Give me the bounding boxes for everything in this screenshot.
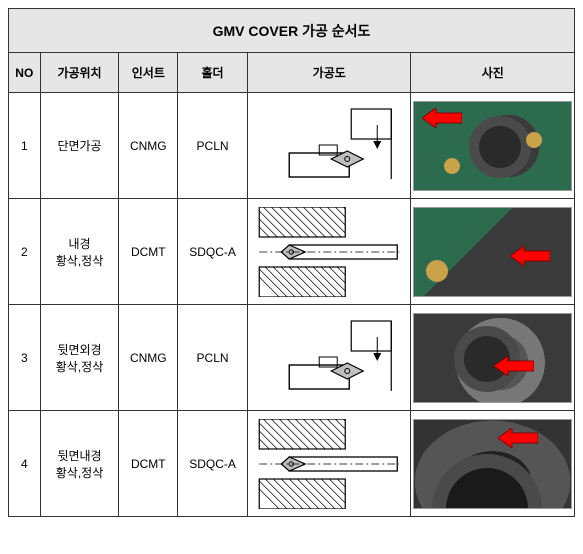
callout-arrow-icon [422, 108, 462, 128]
cell-photo [411, 199, 575, 305]
cell-position: 단면가공 [40, 93, 119, 199]
header-row: NO 가공위치 인서트 홀더 가공도 사진 [9, 53, 575, 93]
cell-insert: DCMT [119, 199, 178, 305]
header-no: NO [9, 53, 41, 93]
cell-drawing [248, 199, 411, 305]
header-position: 가공위치 [40, 53, 119, 93]
table-row: 1단면가공CNMGPCLN [9, 93, 575, 199]
cell-no: 4 [9, 411, 41, 517]
cell-position: 뒷면외경황삭,정삭 [40, 305, 119, 411]
cell-insert: CNMG [119, 305, 178, 411]
machined-part-photo [413, 313, 572, 403]
process-table: GMV COVER 가공 순서도 NO 가공위치 인서트 홀더 가공도 사진 1… [8, 8, 575, 517]
cell-drawing [248, 411, 411, 517]
cell-no: 2 [9, 199, 41, 305]
table-row: 4뒷면내경황삭,정삭DCMTSDQC-A [9, 411, 575, 517]
process-drawing-icon [250, 419, 408, 509]
cell-photo [411, 93, 575, 199]
machined-part-photo [413, 101, 572, 191]
cell-no: 1 [9, 93, 41, 199]
machined-part-photo [413, 207, 572, 297]
cell-holder: PCLN [178, 93, 248, 199]
header-drawing: 가공도 [248, 53, 411, 93]
cell-holder: SDQC-A [178, 199, 248, 305]
cell-drawing [248, 305, 411, 411]
callout-arrow-icon [498, 428, 538, 448]
header-photo: 사진 [411, 53, 575, 93]
cell-position: 내경황삭,정삭 [40, 199, 119, 305]
process-drawing-icon [250, 207, 408, 297]
machined-part-photo [413, 419, 572, 509]
table-row: 3뒷면외경황삭,정삭CNMGPCLN [9, 305, 575, 411]
cell-photo [411, 411, 575, 517]
cell-insert: CNMG [119, 93, 178, 199]
cell-photo [411, 305, 575, 411]
cell-drawing [248, 93, 411, 199]
cell-holder: SDQC-A [178, 411, 248, 517]
cell-position: 뒷면내경황삭,정삭 [40, 411, 119, 517]
header-holder: 홀더 [178, 53, 248, 93]
callout-arrow-icon [494, 356, 534, 376]
table-row: 2내경황삭,정삭DCMTSDQC-A [9, 199, 575, 305]
cell-no: 3 [9, 305, 41, 411]
process-drawing-icon [250, 101, 408, 191]
cell-insert: DCMT [119, 411, 178, 517]
header-insert: 인서트 [119, 53, 178, 93]
cell-holder: PCLN [178, 305, 248, 411]
process-drawing-icon [250, 313, 408, 403]
table-title: GMV COVER 가공 순서도 [9, 9, 575, 53]
callout-arrow-icon [510, 246, 550, 266]
